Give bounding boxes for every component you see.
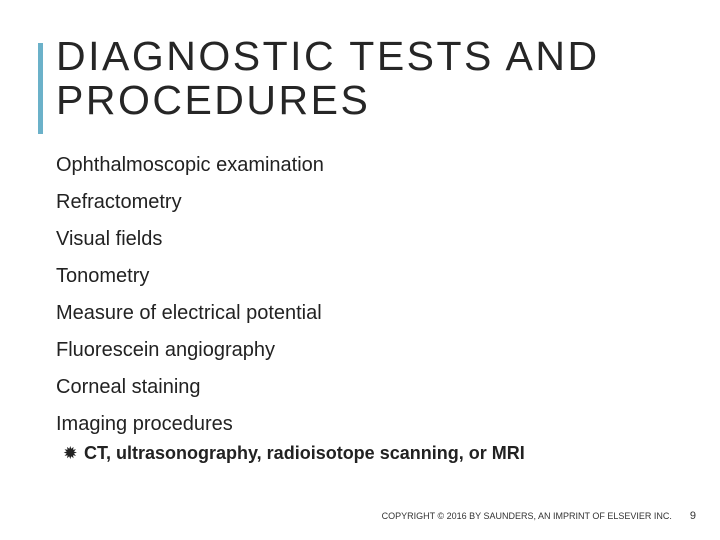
slide: DIAGNOSTIC TESTS AND PROCEDURES Ophthalm… [0,0,720,540]
slide-footer: COPYRIGHT © 2016 BY SAUNDERS, AN IMPRINT… [382,510,696,522]
title-accent-bar [38,43,43,134]
list-item: Measure of electrical potential [56,301,672,326]
list-item: Imaging procedures [56,412,672,437]
copyright-text: COPYRIGHT © 2016 BY SAUNDERS, AN IMPRINT… [382,511,672,521]
sublist: ✹ CT, ultrasonography, radioisotope scan… [64,443,672,464]
sub-item-label: CT, ultrasonography, radioisotope scanni… [84,443,525,464]
sub-list-item: ✹ CT, ultrasonography, radioisotope scan… [64,443,672,464]
content-body: Ophthalmoscopic examination Refractometr… [56,153,672,464]
page-title: DIAGNOSTIC TESTS AND PROCEDURES [56,34,672,123]
starburst-bullet-icon: ✹ [64,443,78,464]
list-item: Corneal staining [56,375,672,400]
list-item: Tonometry [56,264,672,289]
list-item: Refractometry [56,190,672,215]
list-item: Ophthalmoscopic examination [56,153,672,178]
list-item: Fluorescein angiography [56,338,672,363]
page-number: 9 [690,510,696,522]
list-item: Visual fields [56,227,672,252]
